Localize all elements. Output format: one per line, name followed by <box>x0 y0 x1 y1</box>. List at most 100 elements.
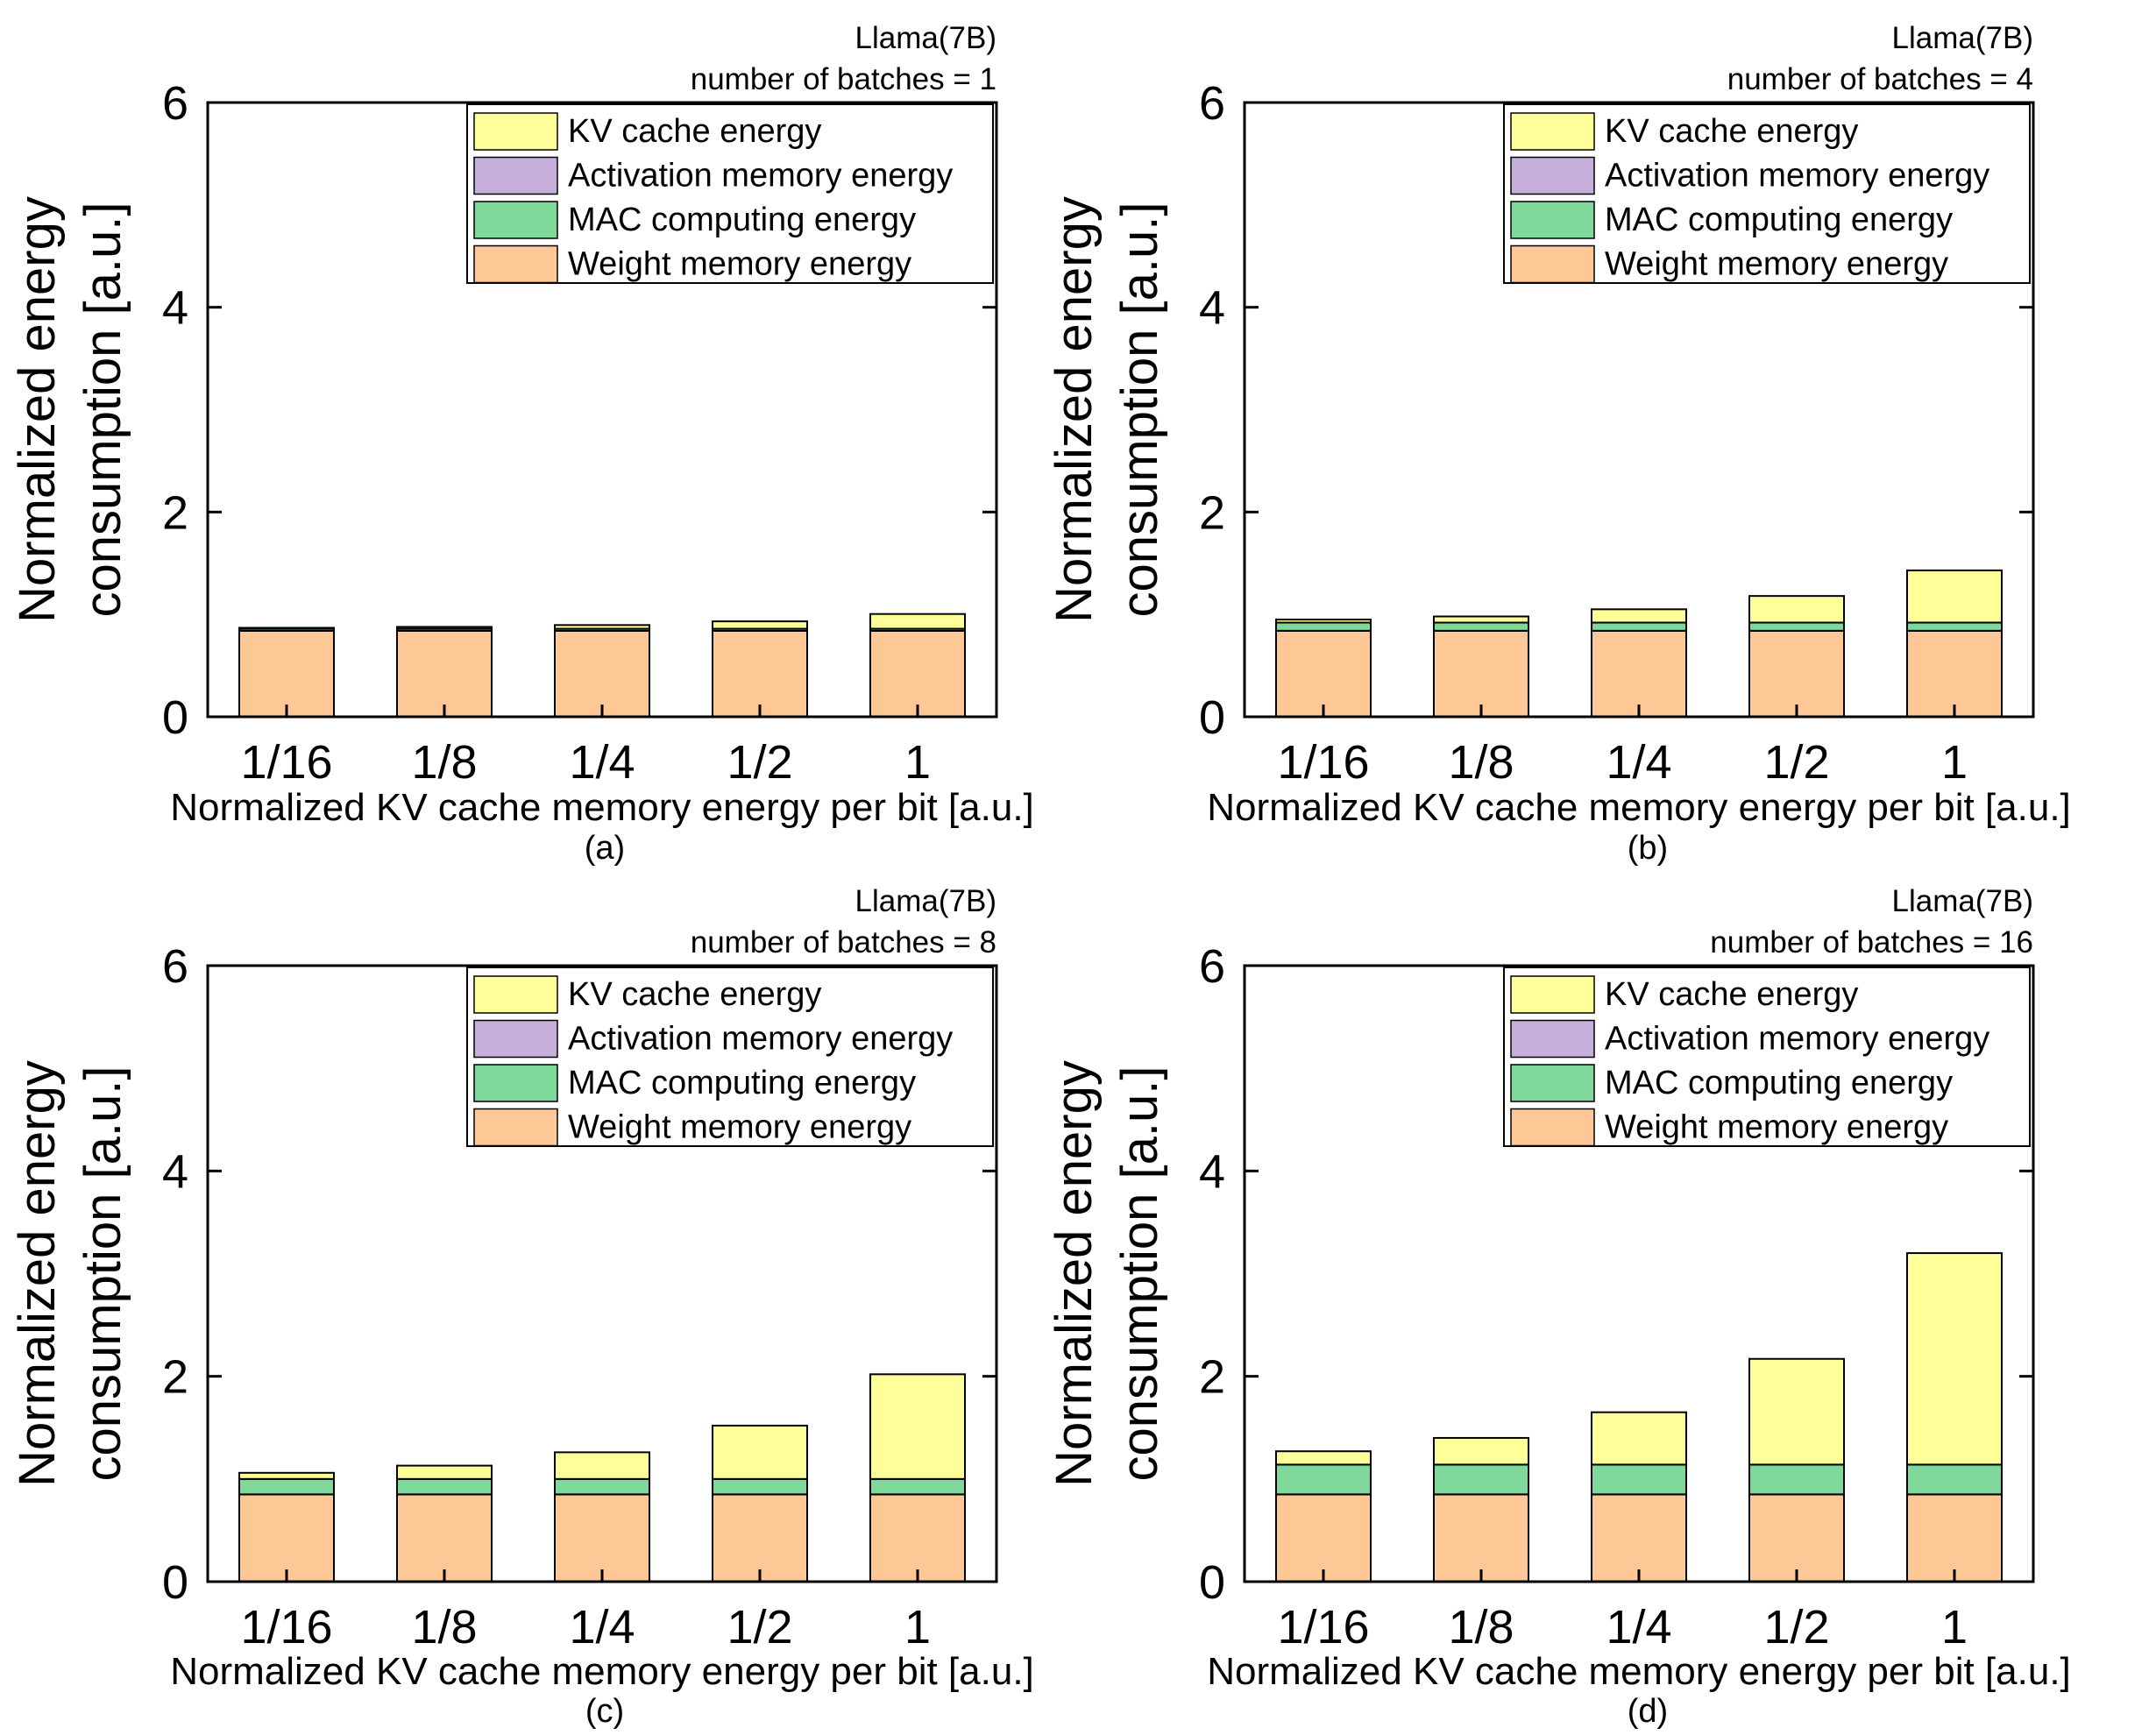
legend-swatch <box>1510 112 1595 151</box>
y-tick-label: 0 <box>1199 1556 1225 1609</box>
y-axis-title: Normalized energy consumption [a.u.] <box>1046 196 1168 623</box>
bar-kv-cache-energy-1 <box>1275 619 1372 624</box>
x-tick-label: 1 <box>1941 736 1968 789</box>
x-tick-label: 1/2 <box>1763 736 1829 789</box>
y-tick-label: 2 <box>162 486 188 539</box>
plot-frame <box>1243 101 2035 719</box>
bar-kv-cache-energy-4 <box>1748 1357 1845 1466</box>
bar-kv-cache-energy-4 <box>712 620 808 630</box>
bar-kv-cache-energy-3 <box>1591 1411 1687 1466</box>
x-tick-label: 1/8 <box>1448 736 1514 789</box>
bar-mac-computing-energy-5 <box>1906 1463 2003 1496</box>
y-axis-title: Normalized energy consumption [a.u.] <box>1046 1060 1168 1487</box>
bar-mac-computing-energy-2 <box>1433 621 1529 632</box>
bar-mac-computing-energy-5 <box>1906 621 2003 632</box>
y-tick-label: 4 <box>162 282 188 335</box>
bar-weight-memory-energy-5 <box>869 629 966 718</box>
bar-weight-memory-energy-4 <box>1748 629 1845 718</box>
y-axis-title-line: consumption [a.u.] <box>74 1066 131 1482</box>
bar-kv-cache-energy-2 <box>1433 615 1529 624</box>
y-tick-label: 2 <box>162 1351 188 1404</box>
bar-kv-cache-energy-3 <box>554 624 650 630</box>
legend: KV cache energy Activation memory energy M… <box>1503 103 2031 284</box>
bar-kv-cache-energy-5 <box>1906 1252 2003 1466</box>
y-axis-title-line: consumption [a.u.] <box>1111 1066 1168 1482</box>
legend-entry: Activation memory energy <box>1605 1021 1989 1058</box>
bar-kv-cache-energy-1 <box>238 627 335 630</box>
y-tick-label: 6 <box>1199 77 1225 130</box>
legend-entry: Activation memory energy <box>1605 158 1989 195</box>
plot-frame <box>1243 964 2035 1583</box>
legend-entry: Activation memory energy <box>568 158 953 195</box>
chart-panel-d: 1/16 1/8 1/4 1/2 1 0 2 4 6 KV cache energy Activat… <box>1046 884 2071 1730</box>
bar-weight-memory-energy-1 <box>238 629 335 718</box>
bar-weight-memory-energy-3 <box>554 1493 650 1583</box>
legend-entry: MAC computing energy <box>568 202 916 238</box>
x-tick-label: 1/16 <box>240 1601 332 1654</box>
bar-kv-cache-energy-2 <box>396 1464 493 1480</box>
bar-mac-computing-energy-5 <box>869 1477 966 1496</box>
batch-annotation: number of batches = 4 <box>1727 62 2033 96</box>
bar-weight-memory-energy-4 <box>1748 1493 1845 1583</box>
x-tick-label: 1/16 <box>1277 1601 1369 1654</box>
y-tick-label: 2 <box>1199 1351 1225 1404</box>
bar-weight-memory-energy-2 <box>396 629 493 718</box>
bar-kv-cache-energy-5 <box>869 1373 966 1480</box>
batch-annotation: number of batches = 1 <box>691 62 996 96</box>
x-tick-label: 1/4 <box>1606 1601 1671 1654</box>
bar-kv-cache-energy-4 <box>712 1424 808 1480</box>
bar-kv-cache-energy-4 <box>1748 595 1845 624</box>
legend-entry: Weight memory energy <box>1605 246 1948 283</box>
legend-entry: KV cache energy <box>568 976 821 1013</box>
bar-weight-memory-energy-1 <box>238 1493 335 1583</box>
bar-weight-memory-energy-2 <box>1433 629 1529 718</box>
bar-mac-computing-energy-2 <box>1433 1463 1529 1496</box>
legend-swatch <box>1510 156 1595 195</box>
legend-swatch <box>473 244 558 284</box>
bar-weight-memory-energy-1 <box>1275 1493 1372 1583</box>
legend-swatch <box>473 975 558 1014</box>
bar-mac-computing-energy-1 <box>1275 1463 1372 1496</box>
plot-frame <box>206 101 998 719</box>
chart-panel-b: 1/16 1/8 1/4 1/2 1 0 2 4 6 KV cache energy Activat… <box>1046 21 2071 867</box>
x-tick-label: 1 <box>904 736 931 789</box>
x-axis-title: Normalized KV cache memory energy per bi… <box>170 786 1034 829</box>
legend-entry: Weight memory energy <box>568 1109 911 1146</box>
y-tick-label: 2 <box>1199 486 1225 539</box>
legend-entry: Activation memory energy <box>568 1021 953 1058</box>
legend-entry: MAC computing energy <box>1605 1065 1953 1101</box>
model-annotation: Llama(7B) <box>855 884 996 918</box>
y-tick-label: 6 <box>162 77 188 130</box>
bar-weight-memory-energy-3 <box>1591 629 1687 718</box>
legend-entry: Weight memory energy <box>568 246 911 283</box>
legend-swatch <box>473 1019 558 1059</box>
legend-entry: MAC computing energy <box>568 1065 916 1101</box>
legend-entry: Weight memory energy <box>1605 1109 1948 1146</box>
x-axis-title: Normalized KV cache memory energy per bi… <box>1207 1650 2071 1693</box>
legend-entry: KV cache energy <box>1605 976 1858 1013</box>
legend: KV cache energy Activation memory energy M… <box>466 967 994 1147</box>
bar-kv-cache-energy-3 <box>1591 608 1687 624</box>
bar-kv-cache-energy-3 <box>554 1451 650 1480</box>
x-tick-label: 1/8 <box>1448 1601 1514 1654</box>
legend: KV cache energy Activation memory energy M… <box>1503 967 2031 1147</box>
x-axis-title: Normalized KV cache memory energy per bi… <box>170 1650 1034 1693</box>
legend-entry: KV cache energy <box>1605 113 1858 150</box>
bar-mac-computing-energy-4 <box>1748 1463 1845 1496</box>
bar-weight-memory-energy-2 <box>396 1493 493 1583</box>
legend-swatch <box>473 156 558 195</box>
bar-weight-memory-energy-4 <box>712 629 808 718</box>
legend-swatch <box>1510 975 1595 1014</box>
x-tick-label: 1 <box>1941 1601 1968 1654</box>
legend-entry: KV cache energy <box>568 113 821 150</box>
bar-weight-memory-energy-2 <box>1433 1493 1529 1583</box>
x-axis-title: Normalized KV cache memory energy per bi… <box>1207 786 2071 829</box>
bar-kv-cache-energy-1 <box>1275 1450 1372 1466</box>
subfigure-label: (d) <box>1628 1693 1668 1730</box>
bar-mac-computing-energy-3 <box>1591 1463 1687 1496</box>
legend: KV cache energy Activation memory energy M… <box>466 103 994 284</box>
bar-weight-memory-energy-3 <box>1591 1493 1687 1583</box>
legend-entry: MAC computing energy <box>1605 202 1953 238</box>
model-annotation: Llama(7B) <box>1892 884 2033 918</box>
